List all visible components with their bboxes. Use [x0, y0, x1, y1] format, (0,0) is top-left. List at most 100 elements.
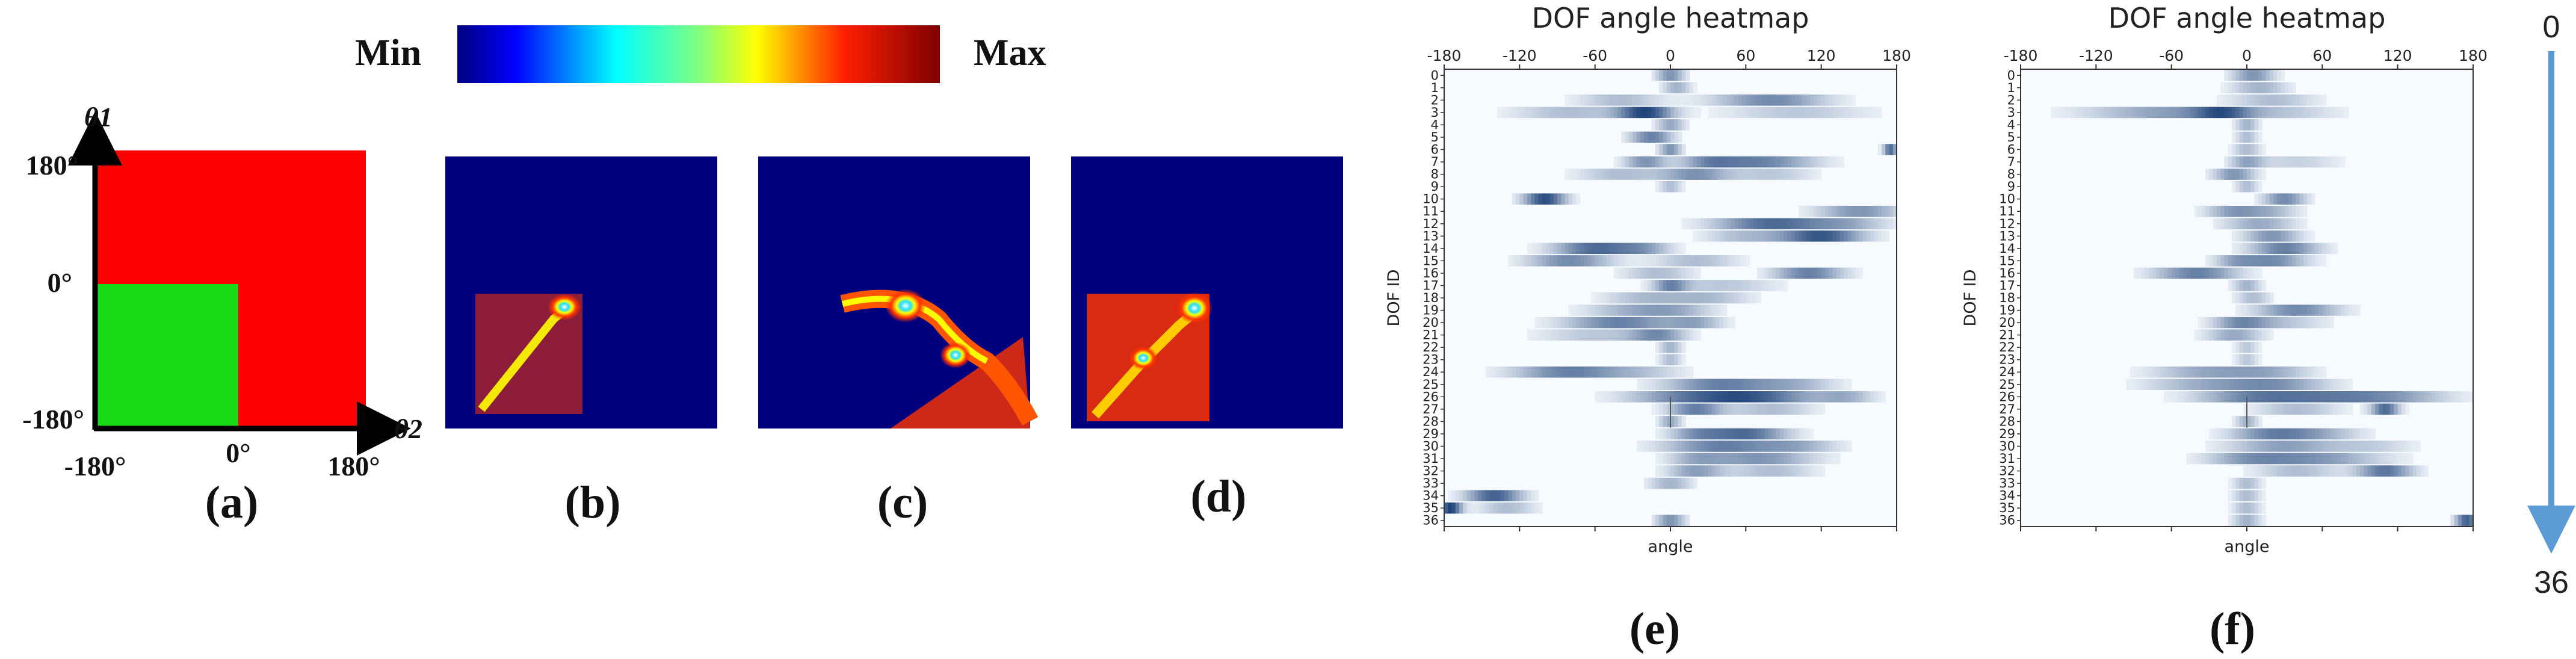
heatmap-cell — [2269, 82, 2274, 94]
heatmap-cell — [2164, 366, 2168, 378]
heatmap-cell — [1844, 218, 1849, 230]
heatmap-cell — [2307, 403, 2312, 415]
heatmap-cell — [1629, 131, 1633, 143]
y-tick-label: 27 — [1422, 402, 1439, 416]
heatmap-cell — [2273, 230, 2278, 242]
heatmap-cell — [1568, 255, 1573, 267]
heatmap-cell — [1625, 317, 1629, 329]
heatmap-cell — [2258, 403, 2262, 415]
heatmap-cell — [1749, 230, 1754, 242]
heatmap-cell — [1824, 391, 1829, 403]
heatmap-cell — [1629, 305, 1633, 316]
heatmap-cell — [2258, 441, 2262, 452]
heatmap-cell — [1764, 441, 1769, 452]
heatmap-cell — [1821, 441, 1826, 452]
heatmap-cell — [1561, 255, 1566, 267]
heatmap-cell — [2341, 403, 2346, 415]
heatmap-cell — [2284, 107, 2289, 119]
heatmap-cell — [2254, 428, 2259, 440]
heatmap-cell — [1791, 267, 1796, 279]
heatmap-cell — [2349, 305, 2353, 316]
heatmap-cell — [1794, 267, 1799, 279]
heatmap-cell — [2262, 329, 2266, 341]
heatmap-cell — [1598, 391, 1603, 403]
heatmap-cell — [2250, 490, 2255, 501]
heatmap-cell — [2269, 107, 2274, 119]
heatmap-cell — [2152, 366, 2157, 378]
heatmap-cell — [1753, 453, 1758, 465]
heatmap-cell — [1746, 94, 1750, 106]
heatmap-cell — [2228, 107, 2232, 119]
heatmap-cell — [1746, 391, 1750, 403]
heatmap-cell — [2175, 379, 2179, 391]
heatmap-row-1 — [2220, 82, 2297, 94]
heatmap-cell — [2250, 70, 2255, 81]
heatmap-cell — [1693, 156, 1697, 168]
heatmap-cell — [2334, 305, 2338, 316]
heatmap-cell — [2349, 379, 2353, 391]
heatmap-cell — [1749, 379, 1754, 391]
heatmap-cell — [2273, 305, 2278, 316]
heatmap-cell — [1844, 267, 1849, 279]
heatmap-cell — [2190, 107, 2195, 119]
heatmap-cell — [1617, 243, 1622, 255]
heatmap-cell — [1723, 156, 1728, 168]
heatmap-cell — [2164, 107, 2168, 119]
heatmap-cell — [1824, 156, 1829, 168]
heatmap-cell — [1678, 280, 1682, 291]
heatmap-cell — [1866, 230, 1871, 242]
heatmap-cell — [1617, 267, 1622, 279]
heatmap-cell — [2092, 107, 2096, 119]
heatmap-cell — [1553, 255, 1558, 267]
heatmap-cell — [2307, 453, 2312, 465]
heatmap-cell — [1738, 403, 1743, 415]
heatmap-cell — [1678, 391, 1682, 403]
heatmap-cell — [1610, 107, 1614, 119]
y-tick-label: 20 — [1422, 315, 1439, 330]
heatmap-cell — [2329, 403, 2334, 415]
heatmap-cell — [1636, 243, 1641, 255]
heatmap-cell — [1670, 515, 1675, 526]
heatmap-cell — [1602, 391, 1607, 403]
heatmap-cell — [1708, 156, 1713, 168]
heatmap-cell — [1636, 94, 1641, 106]
heatmap-cell — [1670, 379, 1675, 391]
heatmap-cell — [2216, 453, 2221, 465]
heatmap-cell — [2190, 453, 2195, 465]
heatmap-cell — [1840, 441, 1844, 452]
heatmap-cell — [1640, 379, 1645, 391]
heatmap-cell — [2284, 379, 2289, 391]
heatmap-cell — [1674, 169, 1679, 180]
heatmap-cell — [1711, 317, 1716, 329]
heatmap-cell — [1696, 267, 1701, 279]
heatmap-cell — [1670, 144, 1675, 155]
heatmap-cell — [2307, 305, 2312, 316]
heatmap-cell — [2269, 391, 2274, 403]
heatmap-cell — [2231, 416, 2236, 427]
heatmap-cell — [1799, 391, 1803, 403]
heatmap-cell — [2231, 477, 2236, 489]
heatmap-cell — [1572, 193, 1577, 205]
heatmap-cell — [2239, 218, 2244, 230]
heatmap-cell — [1636, 441, 1641, 452]
heatmap-cell — [1636, 305, 1641, 316]
heatmap-cell — [1764, 379, 1769, 391]
heatmap-cell — [1738, 280, 1743, 291]
heatmap-cell — [1663, 70, 1667, 81]
heatmap-cell — [1799, 156, 1803, 168]
heatmap-cell — [1576, 243, 1581, 255]
heatmap-cell — [1527, 502, 1531, 514]
heatmap-cell — [2292, 441, 2297, 452]
heatmap-cell — [1719, 218, 1724, 230]
heatmap-cell — [1768, 218, 1773, 230]
y-tick-label: 6 — [1431, 143, 1439, 157]
heatmap-row-4 — [1651, 119, 1690, 131]
heatmap-cell — [2209, 453, 2214, 465]
heatmap-row-18 — [1591, 292, 1761, 304]
heatmap-cell — [2182, 379, 2187, 391]
heatmap-cell — [1723, 453, 1728, 465]
heatmap-cell — [2314, 305, 2319, 316]
y-tick-label: 16 — [1999, 266, 2015, 280]
heatmap-cell — [2235, 243, 2240, 255]
heatmap-cell — [1700, 317, 1705, 329]
